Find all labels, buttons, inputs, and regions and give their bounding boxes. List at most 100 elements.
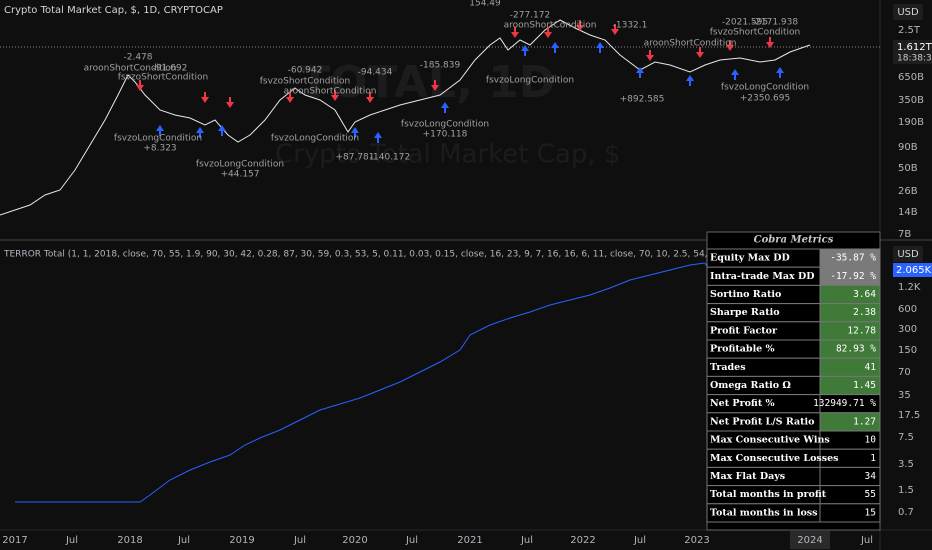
indicator-tick-label: 1.5 (898, 485, 914, 496)
metric-value: -17.92 % (830, 271, 876, 282)
short-arrow (431, 80, 439, 91)
long-arrow (196, 127, 204, 138)
indicator-tick-label: 35 (898, 390, 911, 401)
price-tick-label: 190B (898, 117, 924, 128)
indicator-tick-label: 150 (898, 345, 917, 356)
signal-label: +44.157 (220, 170, 259, 180)
signal-label: -2171.938 (752, 18, 798, 28)
metric-value: -35.87 % (830, 253, 876, 264)
time-tick-label: Jul (293, 535, 306, 546)
short-arrow (726, 40, 734, 51)
metric-label: Max Consecutive Wins (710, 435, 830, 446)
short-arrow (331, 90, 339, 101)
metric-label: Net Profit L/S Ratio (710, 416, 814, 427)
indicator-tick-label: 7.5 (898, 432, 914, 443)
price-tick-label: 350B (898, 95, 924, 106)
metric-label: Total months in profit (710, 489, 827, 500)
indicator-tick-label: 3.5 (898, 459, 914, 470)
metric-label: Total months in loss (710, 507, 818, 518)
watermark-symbol: TOTAL, 1D (300, 57, 555, 108)
time-tick-label: 2020 (342, 535, 367, 546)
metric-value: 1 (870, 453, 876, 464)
signal-label: +8.323 (143, 144, 176, 154)
equity-line (15, 262, 806, 503)
last-value-box (893, 263, 932, 277)
signal-label: -2.478 (123, 53, 152, 63)
signal-label: -277.172 (510, 11, 550, 21)
signal-label: +2350.695 (740, 94, 790, 104)
metric-value-cell (819, 503, 881, 523)
indicator-tick-label: 70 (898, 367, 911, 378)
time-tick-label: 2019 (229, 535, 254, 546)
time-tick-label: Jul (520, 535, 533, 546)
metric-label: Intra-trade Max DD (710, 271, 815, 282)
signal-label: 154.49 (469, 0, 501, 9)
short-arrow (576, 20, 584, 31)
short-arrow (201, 92, 209, 103)
watermark-description: Crypto Total Market Cap, $ (275, 140, 620, 170)
price-tick-label: 14B (898, 207, 918, 218)
metric-label: Net Profit % (710, 398, 775, 409)
short-arrow (544, 27, 552, 38)
signal-label: fsvzoShortCondition (118, 73, 209, 83)
metric-value: 55 (865, 489, 876, 500)
metric-value: 34 (865, 471, 877, 482)
indicator-tick-label: 17.5 (898, 410, 920, 421)
price-tick-label: 7B (898, 229, 911, 240)
long-arrow (636, 67, 644, 78)
price-tick-label: 650B (898, 72, 924, 83)
short-arrow (646, 50, 654, 61)
metric-label: Max Consecutive Losses (710, 453, 839, 464)
metric-value: 3.64 (853, 289, 876, 300)
metric-label: Profitable % (710, 344, 775, 355)
metric-label: Sharpe Ratio (710, 307, 780, 318)
long-arrow (351, 127, 359, 138)
signal-label: fsvzoLongCondition (486, 76, 574, 86)
time-tick-label: 2023 (684, 535, 709, 546)
indicator-tick-label: 0.7 (898, 507, 914, 518)
currency: USD (897, 7, 919, 18)
short-arrow (611, 24, 619, 35)
indicator-title: TERROR Total (1, 1, 2018, close, 70, 55,… (3, 250, 877, 260)
price-tick-label: 26B (898, 186, 918, 197)
indicator-tick-label: 1.2K (898, 282, 921, 293)
currency-button (893, 246, 923, 262)
price-tick-label: 2.5T (898, 25, 921, 36)
countdown: 18:38:38 (897, 54, 932, 64)
signal-label: aroonShortCondition (644, 39, 737, 49)
time-highlight (790, 531, 830, 549)
signal-label: fsvzoShortCondition (710, 28, 801, 38)
long-arrow (686, 75, 694, 86)
long-arrow (374, 132, 382, 143)
indicator-tick-label: 300 (898, 324, 917, 335)
long-arrow (551, 42, 559, 53)
metric-label: Sortino Ratio (710, 289, 781, 300)
signal-label: -140.172 (370, 153, 410, 163)
signal-label: fsvzoLongCondition (401, 120, 489, 130)
signal-label: aroonShortCondition (504, 21, 597, 31)
time-tick-label: Jul (177, 535, 190, 546)
metric-value: 1.45 (853, 380, 876, 391)
price-line (0, 19, 811, 216)
short-arrow (766, 37, 774, 48)
signal-label: -185.839 (420, 61, 461, 71)
metric-value: 12.78 (847, 325, 876, 336)
short-arrow (511, 27, 519, 38)
time-tick-label: 2021 (457, 535, 482, 546)
signal-label: -94.434 (358, 68, 393, 78)
signal-label: +892.585 (620, 95, 665, 105)
time-tick-label: 2024 (797, 535, 822, 546)
long-arrow (441, 102, 449, 113)
price-tick-label: 50B (898, 163, 918, 174)
short-arrow (286, 92, 294, 103)
signal-label: -2021.595 (722, 18, 768, 28)
short-arrow (366, 92, 374, 103)
metric-value: 15 (865, 507, 876, 518)
metric-label: Trades (710, 362, 746, 373)
metric-label: Omega Ratio Ω (710, 380, 791, 391)
metric-value: 1.27 (853, 416, 876, 427)
signal-label: +170.118 (423, 130, 468, 140)
currency: USD (897, 249, 919, 260)
